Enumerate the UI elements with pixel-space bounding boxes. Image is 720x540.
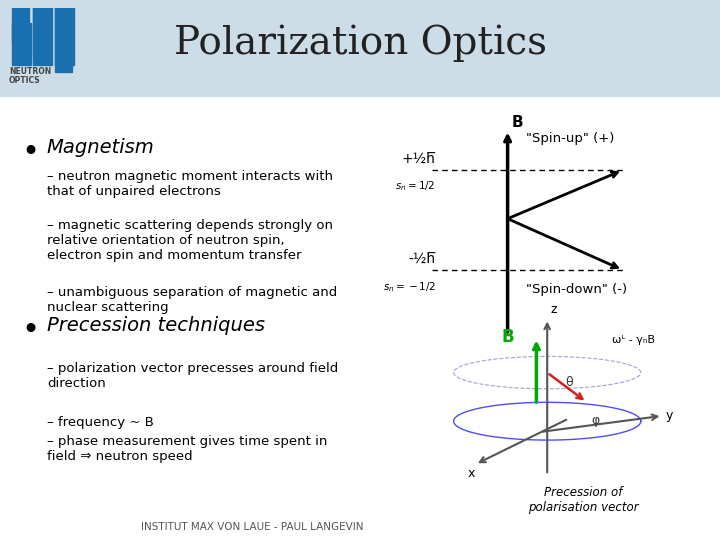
Bar: [33, 8, 50, 57]
Text: $s_n = -1/2$: $s_n = -1/2$: [382, 280, 436, 294]
Bar: [55, 0, 73, 65]
Text: z: z: [551, 303, 557, 316]
Bar: [55, 8, 72, 72]
Bar: [12, 8, 29, 42]
Text: •: •: [22, 316, 40, 345]
Text: Polarization Optics: Polarization Optics: [174, 25, 546, 63]
Text: ωᴸ - γₙB: ωᴸ - γₙB: [612, 335, 655, 345]
Text: -½h̅: -½h̅: [408, 252, 436, 266]
Text: INSTITUT MAX VON LAUE - PAUL LANGEVIN: INSTITUT MAX VON LAUE - PAUL LANGEVIN: [140, 522, 364, 532]
Text: – magnetic scattering depends strongly on
relative orientation of neutron spin,
: – magnetic scattering depends strongly o…: [47, 219, 333, 262]
Text: – polarization vector precesses around field
direction: – polarization vector precesses around f…: [47, 362, 338, 390]
Text: θ: θ: [565, 376, 573, 389]
Text: OPTICS: OPTICS: [9, 76, 40, 85]
Text: "Spin-down" (-): "Spin-down" (-): [526, 284, 626, 296]
Text: Precession of
polarisation vector: Precession of polarisation vector: [528, 486, 639, 514]
Text: +½h̅: +½h̅: [402, 152, 436, 166]
Text: $s_n = 1/2$: $s_n = 1/2$: [395, 179, 436, 193]
Text: •: •: [22, 138, 40, 167]
Text: – phase measurement gives time spent in
field ⇒ neutron speed: – phase measurement gives time spent in …: [47, 435, 327, 463]
Text: B: B: [511, 114, 523, 130]
Text: $\mathbf{B}$: $\mathbf{B}$: [501, 328, 514, 347]
Text: Precession techniques: Precession techniques: [47, 316, 265, 335]
Text: – neutron magnetic moment interacts with
that of unpaired electrons: – neutron magnetic moment interacts with…: [47, 170, 333, 198]
Text: Magnetism: Magnetism: [47, 138, 155, 157]
Text: "Spin-up" (+): "Spin-up" (+): [526, 132, 614, 145]
Text: y: y: [666, 409, 673, 422]
Bar: [12, 23, 30, 65]
Text: x: x: [468, 467, 475, 480]
Bar: [33, 8, 52, 65]
Text: NEUTRON: NEUTRON: [9, 67, 51, 76]
Text: – frequency ~ B: – frequency ~ B: [47, 416, 153, 429]
Text: – unambiguous separation of magnetic and
nuclear scattering: – unambiguous separation of magnetic and…: [47, 286, 337, 314]
Text: φ: φ: [592, 414, 600, 427]
